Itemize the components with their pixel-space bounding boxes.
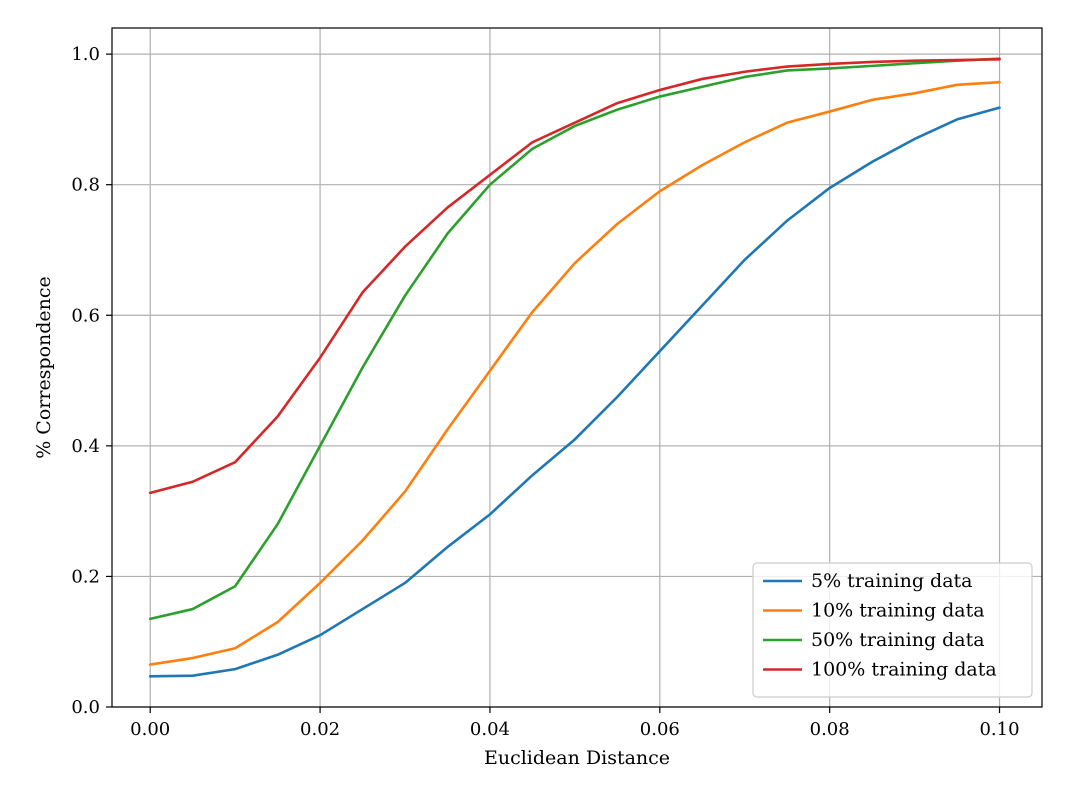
y-tick-label: 0.8 [71, 175, 100, 196]
x-axis: 0.00 0.02 0.04 0.06 0.08 0.10 [130, 707, 1020, 740]
y-axis: 0.0 0.2 0.4 0.6 0.8 1.0 [71, 44, 112, 718]
legend-label: 5% training data [811, 570, 973, 592]
legend-label: 50% training data [811, 629, 985, 651]
legend-label: 10% training data [811, 600, 985, 622]
series-line-3 [148, 57, 1001, 621]
grid [112, 28, 1042, 708]
series-layer [148, 57, 1001, 678]
x-tick-label: 0.00 [130, 719, 170, 740]
legend-label: 100% training data [811, 659, 997, 681]
series-line-2 [148, 80, 1001, 666]
legend-box [752, 562, 1033, 698]
series-line-4 [148, 58, 1001, 495]
y-tick-label: 0.0 [71, 697, 100, 718]
series-line-1 [148, 106, 1001, 678]
y-tick-label: 0.6 [71, 305, 100, 326]
x-tick-label: 0.08 [810, 719, 850, 740]
x-tick-label: 0.06 [640, 719, 680, 740]
x-axis-label: Euclidean Distance [484, 747, 670, 769]
y-tick-label: 0.4 [71, 436, 100, 457]
legend: 5% training data 10% training data 50% tra… [752, 562, 1033, 698]
plot-frame [111, 27, 1043, 708]
x-tick-label: 0.02 [300, 719, 340, 740]
x-tick-label: 0.10 [979, 719, 1019, 740]
y-axis-label: % Correspondence [33, 276, 55, 459]
y-tick-label: 0.2 [71, 566, 100, 587]
x-tick-label: 0.04 [470, 719, 510, 740]
y-tick-label: 1.0 [71, 44, 100, 65]
